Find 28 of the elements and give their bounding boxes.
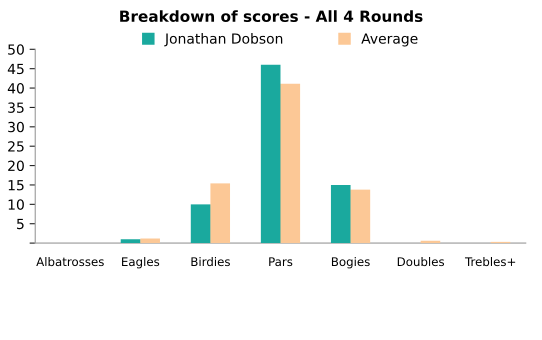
chart-title: Breakdown of scores - All 4 Rounds	[120, 10, 422, 22]
y-tick-label: 50	[8, 44, 24, 55]
y-tick-label: 10	[8, 199, 24, 210]
bar	[280, 84, 300, 244]
x-tick-label: Pars	[269, 257, 292, 266]
bar	[260, 64, 280, 244]
bar	[120, 239, 140, 244]
y-tick-label: 25	[8, 141, 24, 152]
bar	[190, 204, 210, 244]
y-tick-label: 15	[8, 180, 24, 190]
y-tick-label: 45	[8, 64, 24, 74]
x-tick-label: Birdies	[191, 256, 230, 266]
bar	[210, 183, 230, 244]
x-tick-label: Doubles	[398, 256, 444, 266]
y-tick-label: 40	[8, 83, 24, 94]
y-tick-label: 35	[8, 102, 24, 113]
y-tick-label: 20	[8, 160, 24, 172]
bar	[350, 190, 370, 244]
y-tick-label: 5	[17, 218, 24, 230]
x-tick-label: Trebles+	[464, 256, 516, 266]
bar	[330, 184, 351, 244]
bar	[140, 238, 160, 244]
x-tick-label: Albatrosses	[36, 256, 104, 266]
x-tick-label: Bogies	[332, 256, 370, 268]
y-tick-label: 30	[8, 122, 24, 132]
x-tick-label: Eagles	[122, 256, 160, 268]
legend-label: Average	[361, 33, 418, 46]
legend-label: Jonathan Dobson	[164, 33, 282, 46]
